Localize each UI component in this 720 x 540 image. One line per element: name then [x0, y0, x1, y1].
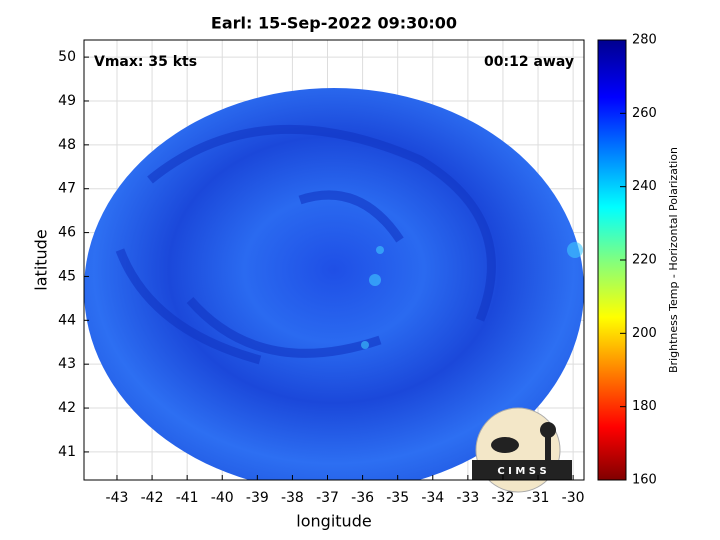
x-axis-label: longitude — [296, 512, 371, 531]
y-tick-label: 41 — [58, 444, 76, 460]
x-tick-label: -33 — [456, 490, 479, 506]
colorbar-tick-label: 180 — [632, 399, 657, 414]
colorbar-label: Brightness Temp - Horizontal Polarizatio… — [667, 147, 680, 373]
colorbar-tick-label: 200 — [632, 326, 657, 341]
bands — [115, 124, 496, 365]
y-tick-label: 43 — [58, 356, 76, 372]
chart-title: Earl: 15-Sep-2022 09:30:00 — [211, 14, 457, 33]
colorbar-tick-label: 280 — [632, 33, 657, 48]
y-tick-label: 45 — [58, 268, 76, 284]
x-tick-label: -34 — [421, 490, 444, 506]
x-tick-label: -43 — [106, 490, 129, 506]
x-tick-label: -37 — [316, 490, 339, 506]
plot-frame — [83, 39, 585, 481]
logo: C I M S S — [472, 407, 572, 493]
logo-text: C I M S S — [497, 466, 546, 477]
y-tick-label: 50 — [58, 49, 76, 65]
x-tick-label: -40 — [211, 490, 234, 506]
y-tick-label: 49 — [58, 93, 76, 109]
x-tick-label: -30 — [562, 490, 585, 506]
colorbar-tick-label: 220 — [632, 253, 657, 268]
x-tick-label: -36 — [351, 490, 374, 506]
x-tick-label: -31 — [527, 490, 550, 506]
x-tick-label: -41 — [176, 490, 199, 506]
colorbar-tick-label: 260 — [632, 106, 657, 121]
y-tick-label: 42 — [58, 400, 76, 416]
x-tick-label: -39 — [246, 490, 269, 506]
annotation: 00:12 away — [484, 54, 574, 70]
bright-spots — [361, 242, 583, 349]
y-tick-label: 47 — [58, 181, 76, 197]
y-tick-label: 48 — [58, 137, 76, 153]
x-tick-label: -35 — [386, 490, 409, 506]
y-axis-label: latitude — [32, 229, 51, 290]
x-tick-label: -32 — [492, 490, 515, 506]
y-tick-label: 44 — [58, 312, 76, 328]
colorbar-tick-label: 160 — [632, 473, 657, 488]
colorbar-tick-label: 240 — [632, 179, 657, 194]
x-tick-label: -38 — [281, 490, 304, 506]
x-tick-label: -42 — [141, 490, 164, 506]
annotation: Vmax: 35 kts — [94, 54, 197, 70]
image-layer — [84, 88, 584, 480]
y-tick-label: 46 — [58, 225, 76, 241]
